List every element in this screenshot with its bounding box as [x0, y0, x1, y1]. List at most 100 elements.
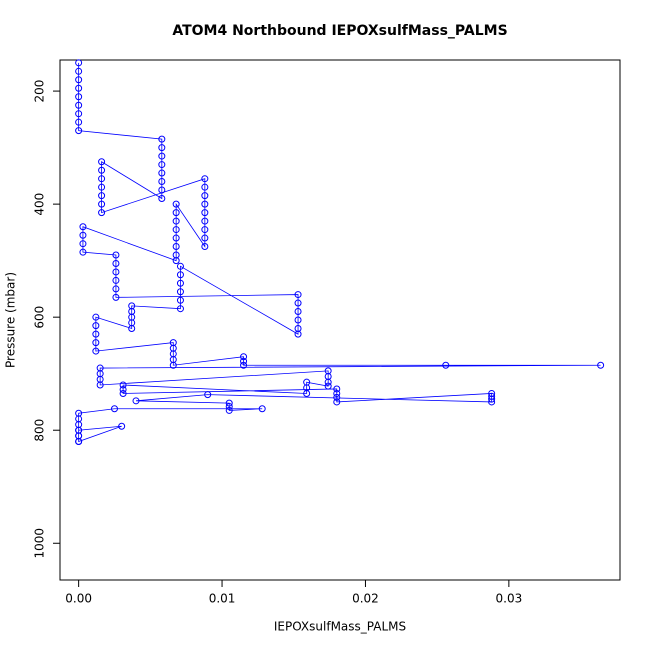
- data-point: [333, 393, 341, 401]
- data-point: [158, 169, 166, 177]
- data-point: [442, 361, 450, 369]
- data-point: [488, 398, 496, 406]
- y-tick-label: 200: [33, 80, 47, 103]
- data-point: [176, 271, 184, 279]
- x-tick-label: 0.03: [496, 592, 523, 606]
- data-point: [201, 217, 209, 225]
- data-point: [201, 209, 209, 217]
- y-tick-label: 400: [33, 193, 47, 216]
- y-tick-label: 1000: [33, 528, 47, 559]
- data-point: [333, 389, 341, 397]
- data-point: [75, 84, 83, 92]
- data-point: [79, 248, 87, 256]
- data-point: [172, 226, 180, 234]
- data-point: [294, 291, 302, 299]
- data-point: [92, 339, 100, 347]
- data-point: [132, 397, 140, 405]
- data-point: [333, 398, 341, 406]
- data-point: [98, 175, 106, 183]
- data-point: [172, 234, 180, 242]
- data-point: [176, 279, 184, 287]
- data-point: [119, 389, 127, 397]
- data-point: [158, 178, 166, 186]
- data-point: [158, 135, 166, 143]
- data-point: [79, 240, 87, 248]
- data-point: [172, 257, 180, 265]
- data-point: [158, 144, 166, 152]
- data-point: [158, 152, 166, 160]
- data-point: [92, 322, 100, 330]
- data-point: [172, 217, 180, 225]
- data-point: [201, 226, 209, 234]
- data-point: [333, 385, 341, 393]
- data-point: [112, 293, 120, 301]
- data-point: [118, 422, 126, 430]
- data-point: [128, 324, 136, 332]
- plot-frame: [59, 59, 621, 581]
- x-tick-label: 0.01: [209, 592, 236, 606]
- data-point: [324, 378, 332, 386]
- data-point: [79, 223, 87, 231]
- data-point: [240, 361, 248, 369]
- data-point: [176, 262, 184, 270]
- data-point: [75, 438, 83, 446]
- data-point: [79, 231, 87, 239]
- x-tick-label: 0.00: [65, 592, 92, 606]
- data-point: [98, 158, 106, 166]
- data-point: [294, 299, 302, 307]
- data-point: [75, 118, 83, 126]
- data-point: [201, 183, 209, 191]
- data-point: [158, 161, 166, 169]
- data-point: [240, 357, 248, 365]
- data-point: [75, 127, 83, 135]
- data-point: [201, 175, 209, 183]
- data-point: [92, 347, 100, 355]
- data-point: [75, 76, 83, 84]
- y-tick-label: 600: [33, 306, 47, 329]
- data-point: [112, 285, 120, 293]
- data-point: [112, 259, 120, 267]
- data-point: [225, 402, 233, 410]
- data-point: [98, 192, 106, 200]
- data-point: [75, 67, 83, 75]
- x-axis-label: IEPOXsulfMass_PALMS: [274, 620, 406, 634]
- data-point: [112, 268, 120, 276]
- data-point: [92, 313, 100, 321]
- data-line: [78, 62, 601, 443]
- data-point: [172, 243, 180, 251]
- data-point: [176, 305, 184, 313]
- data-point: [225, 406, 233, 414]
- data-point: [225, 399, 233, 407]
- data-point: [98, 209, 106, 217]
- data-point: [201, 200, 209, 208]
- data-point: [98, 200, 106, 208]
- chart-title: ATOM4 Northbound IEPOXsulfMass_PALMS: [172, 23, 507, 39]
- data-point: [169, 361, 177, 369]
- y-tick-label: 800: [33, 419, 47, 442]
- data-point: [75, 101, 83, 109]
- data-point: [258, 405, 266, 413]
- y-axis-label: Pressure (mbar): [4, 272, 18, 368]
- data-point: [204, 391, 212, 399]
- x-tick-label: 0.02: [352, 592, 379, 606]
- data-point: [176, 296, 184, 304]
- data-point: [98, 183, 106, 191]
- data-point: [96, 381, 104, 389]
- data-point: [158, 186, 166, 194]
- data-point: [240, 353, 248, 361]
- data-point: [112, 251, 120, 259]
- data-point: [75, 93, 83, 101]
- data-point: [201, 234, 209, 242]
- data-point: [92, 330, 100, 338]
- data-point: [294, 316, 302, 324]
- data-point: [488, 395, 496, 403]
- data-point: [119, 386, 127, 394]
- data-point: [172, 209, 180, 217]
- data-point: [112, 276, 120, 284]
- data-point: [98, 166, 106, 174]
- data-point: [176, 288, 184, 296]
- data-point: [324, 382, 332, 390]
- data-point: [201, 192, 209, 200]
- data-point: [75, 59, 83, 67]
